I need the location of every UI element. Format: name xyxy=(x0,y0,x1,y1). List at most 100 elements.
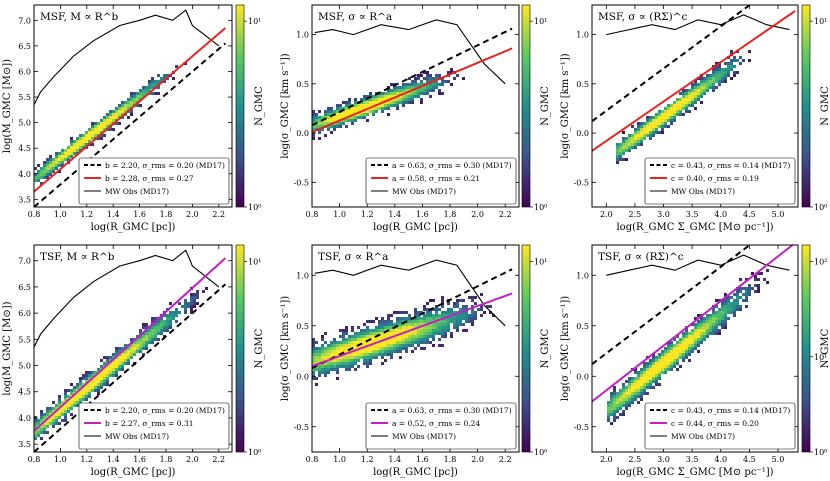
heatmap-cell xyxy=(67,149,70,152)
heatmap-cell xyxy=(441,329,444,332)
heatmap-cell xyxy=(679,113,682,116)
heatmap-cell xyxy=(435,86,438,89)
heatmap-cell xyxy=(37,170,40,173)
legend-entry: b = 2.27, σ_rms = 0.31 xyxy=(105,419,194,428)
heatmap-cell xyxy=(435,323,438,326)
heatmap-cell xyxy=(375,338,378,341)
heatmap-cell xyxy=(393,101,396,104)
colorbar-label: N_GMC xyxy=(540,86,551,126)
heatmap-cell xyxy=(619,395,622,398)
colorbar-tick-label: 10⁰ xyxy=(248,203,261,212)
y-axis-label: log(σ_GMC [km s⁻¹]) xyxy=(280,296,291,401)
heatmap-cell xyxy=(748,284,751,287)
heatmap-cell xyxy=(616,146,619,149)
heatmap-cell xyxy=(85,398,88,401)
heatmap-cell xyxy=(339,107,342,110)
heatmap-cell xyxy=(405,98,408,101)
heatmap-cell xyxy=(387,320,390,323)
heatmap-cell xyxy=(682,332,685,335)
heatmap-cell xyxy=(360,113,363,116)
plot-area xyxy=(592,245,795,425)
heatmap-cell xyxy=(61,149,64,152)
heatmap-cell xyxy=(420,101,423,104)
heatmap-cell xyxy=(163,80,166,83)
heatmap-cell xyxy=(130,104,133,107)
heatmap-cell xyxy=(685,92,688,95)
heatmap-cell xyxy=(324,362,327,365)
heatmap-cell xyxy=(670,341,673,344)
colorbar-tick-label: 10¹ xyxy=(814,353,827,362)
heatmap-cell xyxy=(103,122,106,125)
heatmap-cell xyxy=(411,341,414,344)
heatmap-cell xyxy=(676,113,679,116)
heatmap-cell xyxy=(351,356,354,359)
heatmap-cell xyxy=(324,365,327,368)
heatmap-cell xyxy=(124,110,127,113)
heatmap-cell xyxy=(360,104,363,107)
heatmap-cell xyxy=(61,419,64,422)
heatmap-cell xyxy=(49,416,52,419)
heatmap-cell xyxy=(106,356,109,359)
heatmap-cell xyxy=(634,371,637,374)
heatmap-cell xyxy=(169,317,172,320)
heatmap-cell xyxy=(357,335,360,338)
heatmap-cell xyxy=(184,299,187,302)
heatmap-cell xyxy=(634,137,637,140)
heatmap-cell xyxy=(435,329,438,332)
heatmap-cell xyxy=(91,371,94,374)
heatmap-cell xyxy=(715,68,718,71)
heatmap-cell xyxy=(703,338,706,341)
heatmap-cell xyxy=(745,278,748,281)
legend-entry: MW Obs (MD17) xyxy=(105,432,169,441)
heatmap-cell xyxy=(724,299,727,302)
heatmap-cell xyxy=(694,101,697,104)
heatmap-cell xyxy=(324,113,327,116)
y-axis-label: log(M_GMC [M⊙]) xyxy=(2,59,13,153)
heatmap-cell xyxy=(688,332,691,335)
heatmap-cell xyxy=(691,329,694,332)
heatmap-cell xyxy=(673,338,676,341)
heatmap-cell xyxy=(450,71,453,74)
heatmap-cell xyxy=(94,134,97,137)
x-tick-label: 1.6 xyxy=(133,455,146,464)
heatmap-cell xyxy=(172,311,175,314)
heatmap-cell xyxy=(640,398,643,401)
heatmap-cell xyxy=(375,329,378,332)
heatmap-cell xyxy=(739,278,742,281)
heatmap-cell xyxy=(748,293,751,296)
heatmap-cell xyxy=(450,335,453,338)
heatmap-cell xyxy=(339,104,342,107)
heatmap-cell xyxy=(348,347,351,350)
heatmap-cell xyxy=(402,83,405,86)
heatmap-cell xyxy=(411,98,414,101)
heatmap-cell xyxy=(88,131,91,134)
heatmap-cell xyxy=(172,317,175,320)
heatmap-cell xyxy=(670,353,673,356)
heatmap-cell xyxy=(724,311,727,314)
heatmap-cell xyxy=(321,371,324,374)
heatmap-cell xyxy=(145,338,148,341)
x-tick-label: 0.8 xyxy=(28,455,41,464)
heatmap-cell xyxy=(381,332,384,335)
heatmap-cell xyxy=(402,335,405,338)
heatmap-cell xyxy=(700,335,703,338)
heatmap-cell xyxy=(408,86,411,89)
heatmap-cell xyxy=(649,137,652,140)
heatmap-cell xyxy=(390,314,393,317)
heatmap-cell xyxy=(363,362,366,365)
y-tick-label: -0.5 xyxy=(574,423,589,432)
heatmap-cell xyxy=(721,71,724,74)
heatmap-cell xyxy=(667,110,670,113)
x-tick-label: 1.2 xyxy=(361,210,374,219)
heatmap-cell xyxy=(685,344,688,347)
heatmap-cell xyxy=(336,107,339,110)
heatmap-cell xyxy=(58,413,61,416)
axes-frame xyxy=(33,4,233,208)
fit-line-1 xyxy=(592,245,795,403)
heatmap-cell xyxy=(76,383,79,386)
x-tick-label: 0.8 xyxy=(306,210,319,219)
heatmap-cell xyxy=(673,101,676,104)
heatmap-cell xyxy=(85,143,88,146)
heatmap-cell xyxy=(715,305,718,308)
heatmap-cell xyxy=(390,89,393,92)
